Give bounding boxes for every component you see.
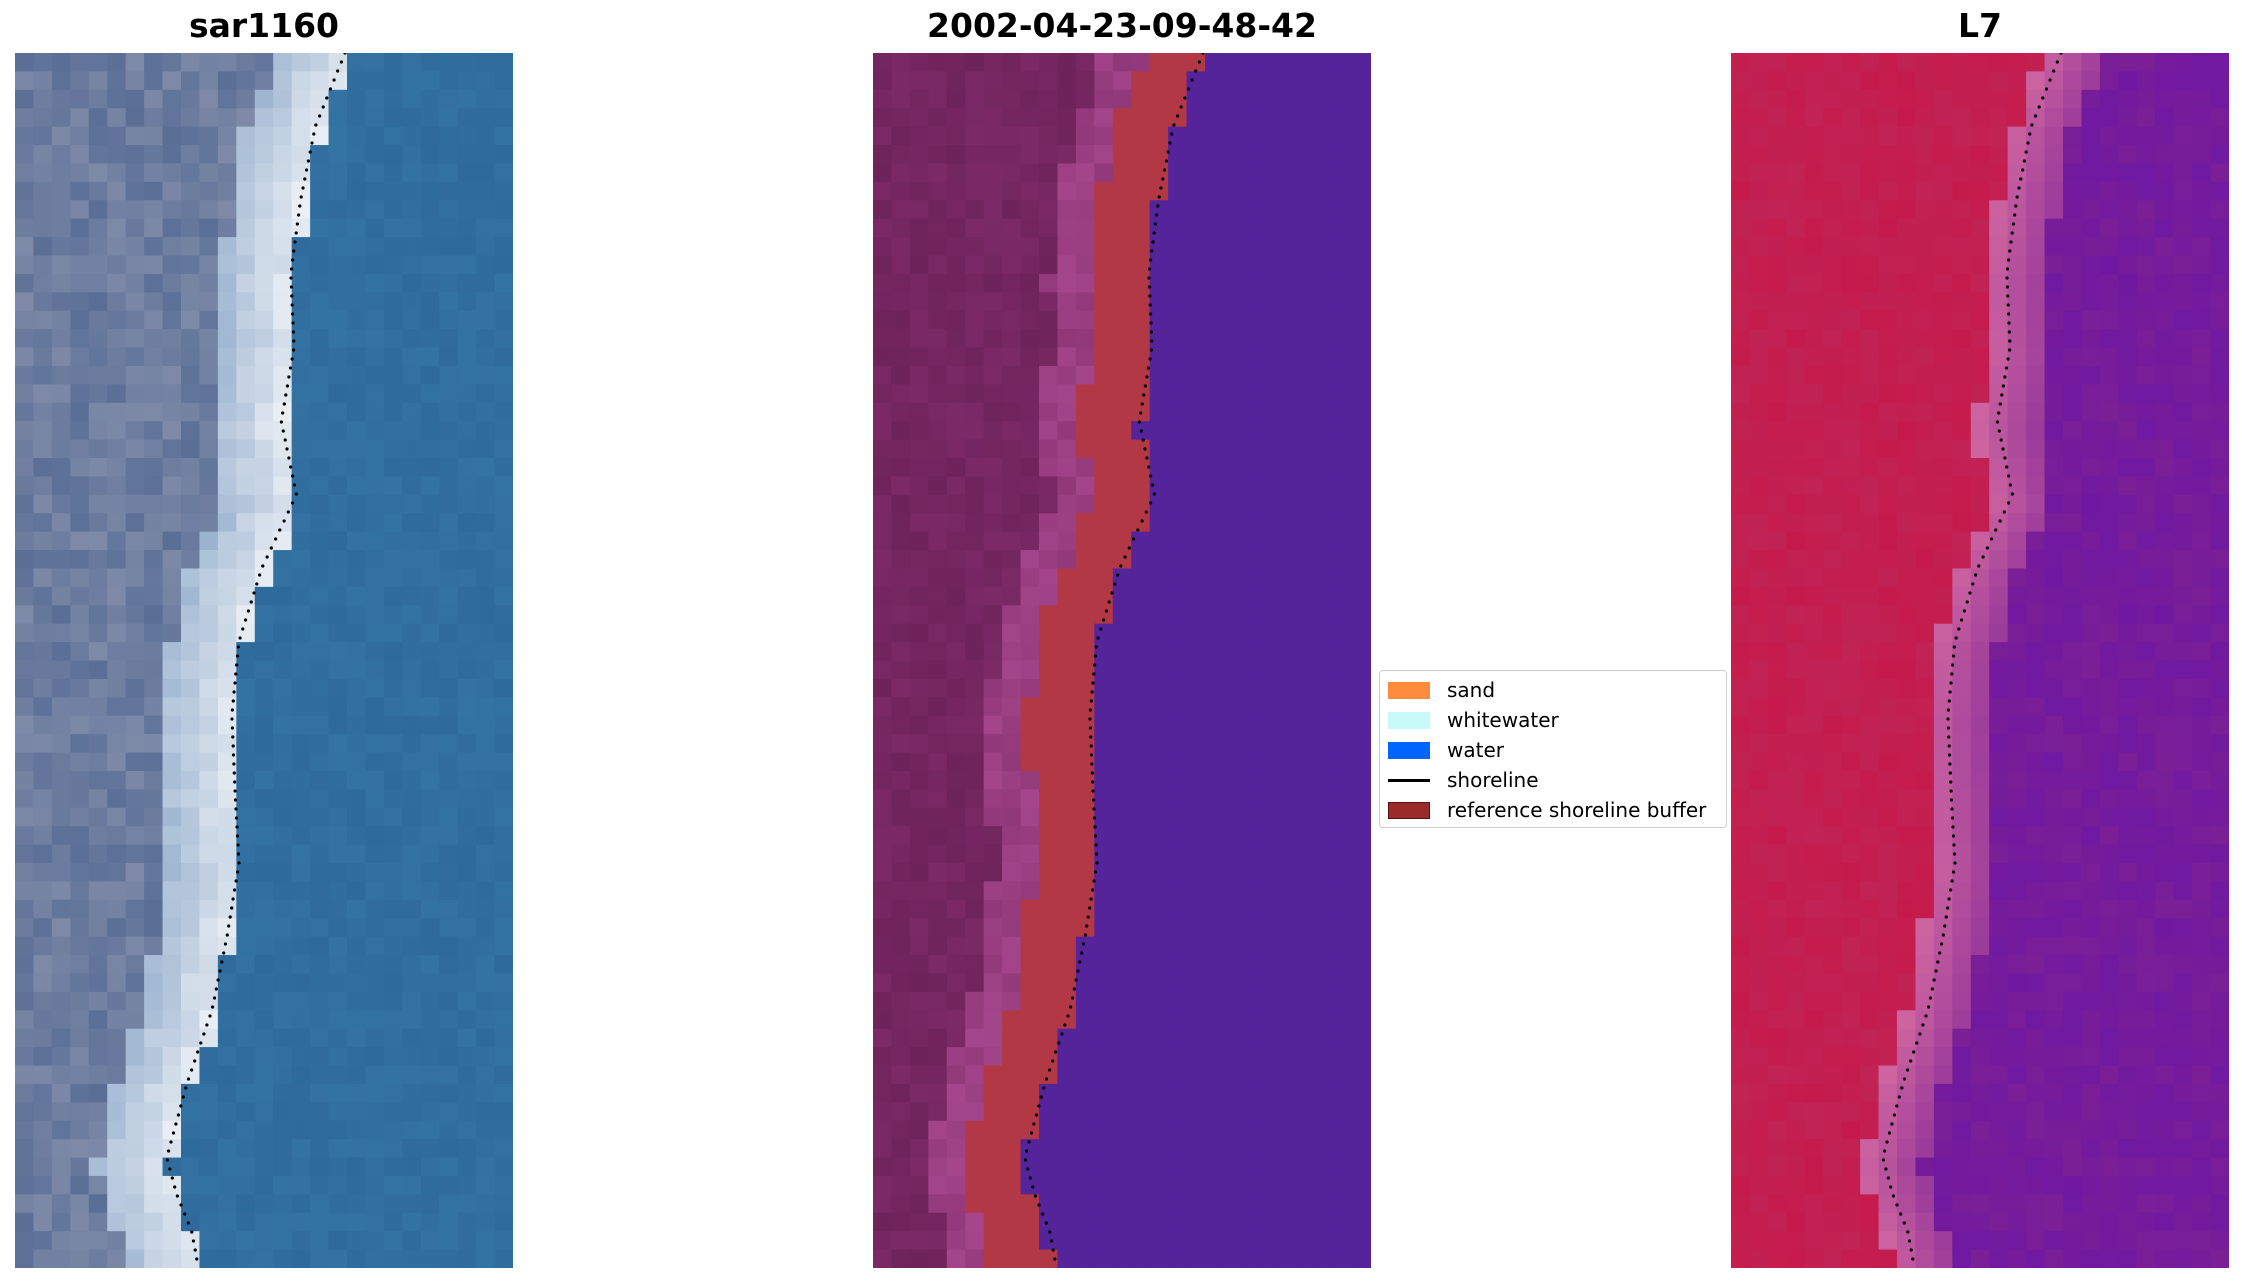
legend-label-shoreline: shoreline [1447, 768, 1539, 792]
rgb-satellite-image [15, 53, 513, 1268]
shoreline-dots [165, 53, 347, 1261]
shoreline-dots [1023, 53, 1205, 1261]
panel-title-l7: L7 [1958, 6, 2002, 45]
water-swatch [1388, 741, 1430, 759]
legend-item-water: water [1388, 735, 1504, 765]
sand-swatch [1388, 681, 1430, 699]
shoreline-line-swatch [1388, 778, 1430, 782]
mndwi-index-image [1731, 53, 2229, 1268]
classified-image-panel [873, 53, 1371, 1268]
classified-image [873, 53, 1371, 1268]
buffer-swatch [1388, 801, 1430, 819]
index-image-panel [1731, 53, 2229, 1268]
legend-label-sand: sand [1447, 678, 1496, 702]
legend-label-water: water [1447, 738, 1504, 762]
legend-item-buffer: reference shoreline buffer [1388, 795, 1706, 825]
panel-title-date: 2002-04-23-09-48-42 [927, 6, 1317, 45]
legend-label-whitewater: whitewater [1447, 708, 1559, 732]
legend-item-whitewater: whitewater [1388, 705, 1559, 735]
whitewater-swatch [1388, 711, 1430, 729]
shoreline-dots [1881, 53, 2063, 1261]
legend-label-buffer: reference shoreline buffer [1447, 798, 1707, 822]
legend: sand whitewater water shoreline referenc… [1379, 670, 1727, 828]
rgb-image-panel [15, 53, 513, 1268]
legend-item-shoreline: shoreline [1388, 765, 1539, 795]
legend-item-sand: sand [1388, 675, 1495, 705]
panel-title-sar1160: sar1160 [188, 6, 340, 45]
